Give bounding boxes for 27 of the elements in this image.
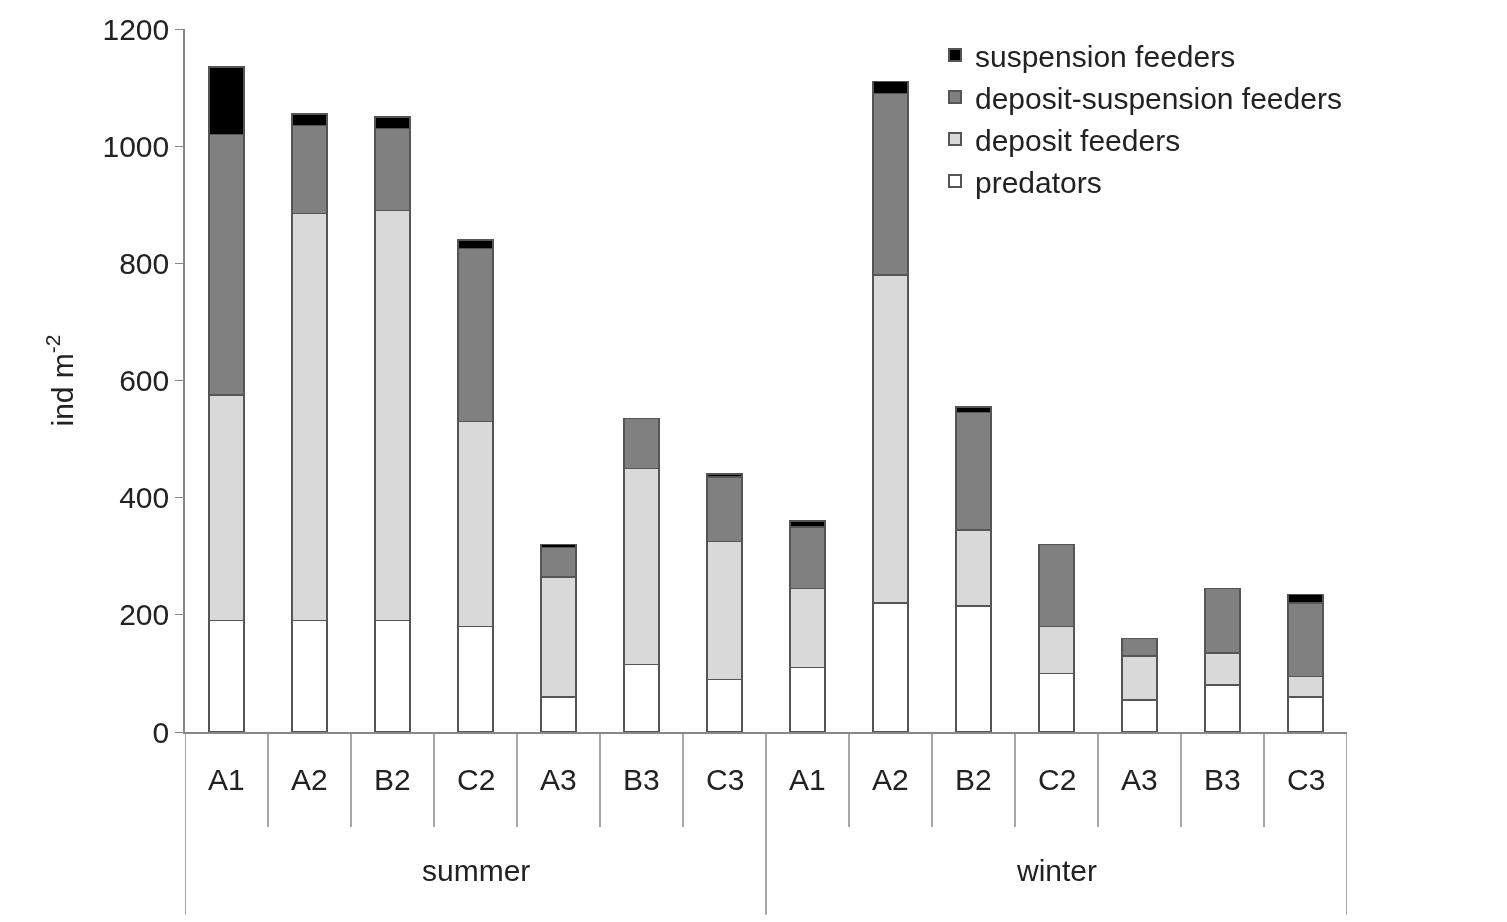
- y-tick-label: 600: [119, 364, 170, 397]
- x-tick-label: C3: [1287, 763, 1326, 796]
- legend-label: predators: [975, 165, 1102, 199]
- legend-label: deposit feeders: [975, 123, 1181, 157]
- x-tick-label: A3: [1121, 763, 1158, 796]
- x-tick-label: A2: [291, 763, 328, 796]
- y-tick-label: 400: [119, 481, 170, 515]
- x-tick-label: A1: [208, 763, 245, 796]
- y-tick-label: 200: [119, 598, 170, 632]
- text: summer: [422, 854, 531, 887]
- legend-label: deposit-suspension feeders: [975, 81, 1342, 115]
- x-tick-label: B2: [955, 763, 992, 796]
- x-tick-label: C3: [706, 763, 745, 796]
- x-tick-label: B2: [374, 763, 411, 796]
- x-tick-label: B3: [623, 763, 660, 796]
- x-tick-label: C2: [1038, 763, 1077, 796]
- y-tick-label: 1200: [102, 12, 170, 46]
- x-tick-label: A1: [789, 763, 826, 796]
- x-tick-label: A3: [540, 763, 577, 796]
- legend-label: suspension feeders: [975, 39, 1236, 73]
- y-tick-label: 1000: [102, 129, 170, 163]
- y-tick-label: 0: [152, 715, 170, 749]
- text: winter: [1016, 854, 1098, 887]
- x-tick-label: B3: [1204, 763, 1241, 796]
- x-tick-label: C2: [457, 763, 496, 796]
- y-tick-label: 800: [119, 246, 170, 280]
- x-tick-label: A2: [872, 763, 909, 796]
